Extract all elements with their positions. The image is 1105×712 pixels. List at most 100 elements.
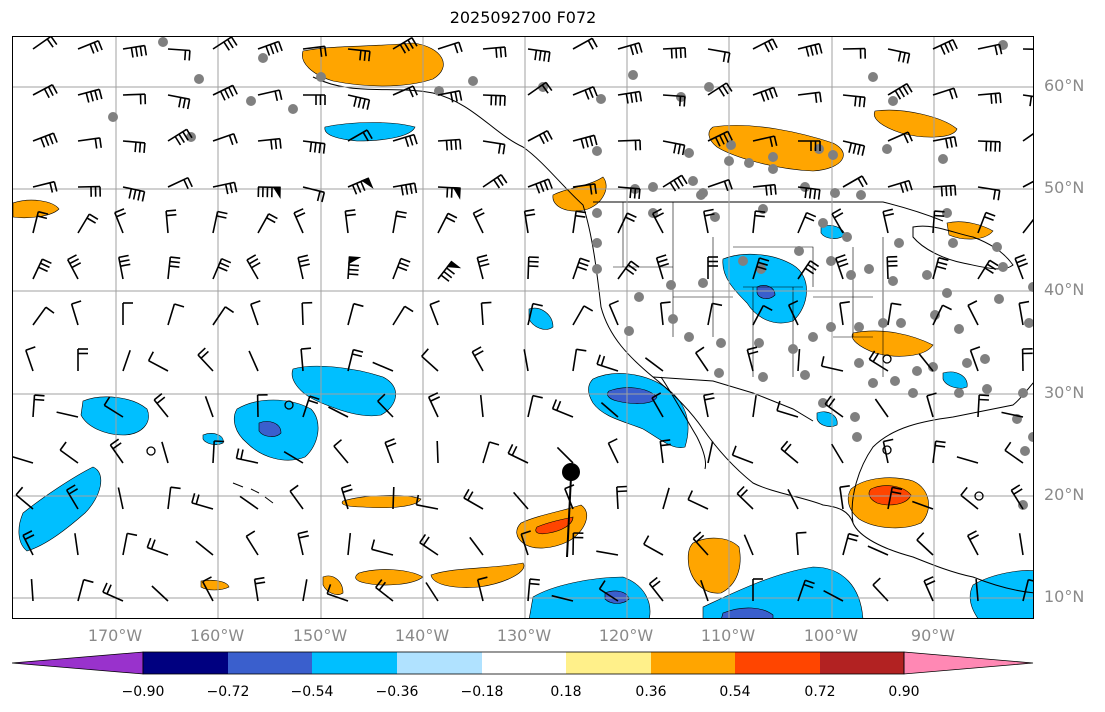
wind-barb-flag (804, 216, 815, 222)
wind-barb-flag (341, 484, 352, 489)
wind-barb-flag (997, 190, 1001, 201)
wind-barb-flag (638, 188, 641, 199)
wind-barb-flag (545, 81, 553, 92)
wind-barb-shaft (556, 446, 574, 464)
wind-barb-flag (984, 215, 994, 221)
wind-barb-flag (274, 139, 278, 150)
wind-barb-shaft (551, 594, 574, 602)
wind-barb-flag (352, 353, 363, 358)
wind-barb-flag (547, 178, 553, 189)
wind-barb-flag (326, 584, 332, 595)
wind-barb-shaft (752, 135, 775, 142)
wind-barb-flag (807, 263, 817, 271)
colorbar-segment (735, 652, 820, 674)
wind-barb-shaft (77, 137, 100, 142)
wind-barb-shaft (887, 48, 910, 55)
wind-barb-shaft (257, 40, 279, 50)
hawaii (232, 482, 274, 504)
wind-barb-shaft (32, 83, 53, 96)
storm-track (566, 476, 572, 558)
wind-barb-flag (828, 398, 836, 408)
wind-barb-flag (954, 185, 957, 196)
wind-barb-flag (760, 91, 766, 102)
wind-barb-flag (397, 266, 408, 272)
wind-barb-shaft (707, 48, 730, 54)
wind-barb-shaft (289, 490, 304, 510)
wind-barb-flag (232, 85, 238, 95)
wind-barb-flag (935, 440, 946, 444)
wind-barb-shaft (114, 212, 124, 234)
station-dot (888, 96, 898, 106)
wind-barb-flag (499, 47, 503, 58)
wind-barb-flag (40, 262, 50, 269)
longitude-label: 160°W (189, 626, 245, 645)
wind-barb-flag (38, 266, 48, 273)
station-dot (868, 72, 878, 82)
wind-barb-shaft (655, 257, 664, 280)
negative-strong-area (604, 590, 630, 604)
wind-barb-shaft (191, 502, 214, 510)
wind-barb-shaft (752, 305, 765, 326)
wind-barb-shaft (662, 487, 670, 510)
wind-barb-shaft (392, 85, 414, 96)
wind-barb-shaft (74, 533, 79, 556)
wind-barb-flag (200, 350, 209, 359)
longitude-label: 140°W (394, 626, 450, 645)
wind-barb-flag (139, 46, 143, 57)
north-america-west-coast (312, 76, 1033, 594)
wind-barb-flag (489, 441, 500, 446)
wind-barb-shaft (302, 45, 325, 50)
station-dot (826, 256, 836, 266)
wind-barb-flag (651, 392, 662, 399)
wind-barb-flag (459, 139, 462, 150)
wind-barb-flag (940, 186, 943, 197)
wind-barb-shaft (600, 401, 619, 418)
wind-barb-flag (660, 439, 671, 442)
wind-barb-shaft (32, 180, 55, 188)
station-dot (992, 242, 1002, 252)
anomaly-fill (13, 42, 1033, 618)
wind-barb-shaft (842, 175, 863, 188)
wind-barb-shaft (572, 37, 593, 50)
wind-barb-flag (443, 270, 453, 279)
colorbar-extend-high (903, 651, 1034, 675)
wind-barb-shaft (617, 139, 641, 142)
wind-barb-shaft (608, 304, 619, 326)
station-dot (948, 238, 958, 248)
wind-barb-flag (813, 189, 817, 200)
wind-barb-shaft (344, 211, 349, 234)
wind-barb-shaft (932, 38, 954, 50)
wind-barb-flag (360, 181, 366, 192)
wind-barb-flag (598, 580, 606, 590)
wind-barb-shaft (479, 395, 484, 418)
station-dot (854, 358, 864, 368)
wind-barb-flag (299, 263, 310, 268)
wind-barb-flag (319, 46, 323, 57)
wind-barb-flag (102, 582, 108, 593)
wind-barb-shaft (662, 47, 686, 50)
wind-barb-shaft (887, 487, 893, 510)
wind-barb-flag (228, 135, 234, 146)
wind-barb-shaft (15, 494, 34, 510)
wind-barb-shaft (122, 93, 146, 96)
wind-barb-shaft (297, 257, 304, 280)
wind-barb-shaft (599, 588, 619, 602)
wind-barb-flag (48, 134, 54, 145)
wind-barb-flag (814, 92, 818, 103)
wind-barb-flag (712, 302, 723, 307)
wind-barb-flag (1013, 488, 1023, 495)
latitude-label: 30°N (1044, 383, 1085, 402)
wind-barb-flag (592, 86, 598, 97)
wind-barb-flag (71, 300, 82, 305)
wind-barb-flag (630, 260, 640, 268)
wind-barb-shaft (659, 303, 664, 326)
wind-barb-shaft (392, 133, 415, 142)
wind-barb-flag (409, 183, 413, 194)
wind-barb-shaft (197, 354, 214, 372)
wind-barb-flag (15, 486, 24, 496)
wind-barb-shaft (572, 86, 594, 96)
wind-barb-flag (293, 208, 304, 214)
wind-barb-shaft (932, 136, 955, 142)
wind-barb-flag (495, 47, 498, 58)
wind-barb-shaft (617, 42, 640, 50)
